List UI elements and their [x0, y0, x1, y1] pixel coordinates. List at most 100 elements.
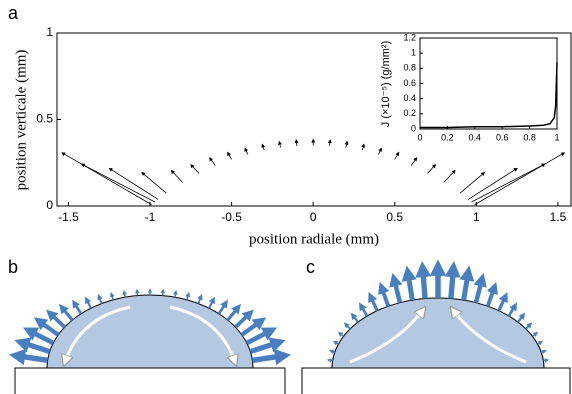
- panel-label: a: [8, 3, 19, 23]
- flux-arrow: [109, 291, 115, 301]
- flux-arrow: [485, 281, 498, 307]
- arrow: [244, 147, 249, 155]
- flux-arrow: [350, 312, 359, 323]
- flux-arrow: [358, 302, 369, 317]
- arrow: [467, 167, 518, 200]
- flux-arrow: [46, 309, 66, 329]
- flux-arrow: [415, 261, 432, 299]
- arrow: [459, 171, 486, 194]
- flux-arrow: [343, 322, 351, 330]
- x-tick-label: -1: [145, 210, 156, 224]
- inset-y-label: J (×10⁻⁵) (g/mm²): [380, 41, 392, 127]
- flow-arrow: [65, 305, 131, 362]
- flux-arrow: [185, 291, 191, 301]
- flux-arrow: [329, 349, 335, 354]
- substrate: [14, 367, 286, 394]
- arrow: [141, 171, 167, 194]
- flux-arrow: [473, 272, 487, 304]
- substrate: [301, 367, 571, 394]
- flux-arrow: [217, 299, 228, 315]
- x-axis-label: position radiale (mm): [249, 231, 379, 247]
- flux-arrow: [33, 317, 60, 337]
- x-tick-label: 0: [417, 132, 422, 142]
- x-tick-label: 0.4: [469, 132, 482, 142]
- arrow: [471, 163, 546, 203]
- arrow: [209, 157, 216, 166]
- x-tick-label: 0.2: [441, 132, 454, 142]
- arrow: [474, 152, 566, 205]
- flux-arrow: [14, 337, 51, 355]
- droplet: [46, 294, 254, 369]
- flux-arrow: [459, 265, 475, 301]
- arrow: [170, 169, 183, 183]
- y-tick-label: 0.5: [36, 112, 53, 126]
- flow-arrow: [349, 310, 423, 364]
- arrow: [190, 164, 200, 174]
- flux-arrow: [59, 303, 74, 322]
- y-tick-label: 1: [46, 25, 53, 39]
- x-tick-label: 1: [473, 210, 480, 224]
- flux-arrow: [517, 312, 526, 323]
- panel-label: c: [306, 257, 315, 277]
- flux-arrow: [249, 337, 286, 355]
- flux-arrow: [208, 296, 215, 309]
- x-tick-label: 0.8: [523, 132, 536, 142]
- x-tick-label: 1: [554, 132, 559, 142]
- flux-arrow: [543, 358, 550, 363]
- flux-arrow: [444, 261, 461, 299]
- flux-arrow: [332, 341, 339, 346]
- flux-arrow: [537, 341, 544, 346]
- flux-arrow: [326, 358, 333, 363]
- y-tick-label: 0.2: [403, 108, 416, 118]
- x-tick-label: 0.5: [386, 210, 403, 224]
- arrow: [80, 163, 156, 203]
- arrow: [443, 169, 456, 183]
- arrow: [410, 157, 418, 166]
- y-tick-label: 0: [46, 198, 53, 212]
- flux-arrow: [378, 281, 391, 307]
- flux-arrow: [226, 303, 241, 322]
- flux-arrow: [197, 294, 203, 304]
- flux-arrow: [401, 265, 417, 301]
- flux-arrow: [234, 309, 254, 329]
- x-tick-label: 0.6: [496, 132, 509, 142]
- arrow: [261, 143, 266, 151]
- flux-arrow: [245, 327, 278, 346]
- arrow: [427, 164, 437, 174]
- flux-arrow: [22, 327, 55, 346]
- y-tick-label: 0.6: [403, 78, 416, 88]
- flux-arrow: [122, 290, 127, 298]
- y-tick-label: 1: [411, 48, 416, 58]
- arrow: [227, 151, 232, 160]
- arrow: [327, 139, 332, 147]
- arrow: [108, 167, 159, 200]
- arrow: [344, 140, 349, 148]
- arrow: [361, 143, 366, 151]
- panel-label: b: [8, 257, 18, 277]
- x-tick-label: -0.5: [221, 210, 242, 224]
- inset-bg: [420, 38, 557, 129]
- x-tick-label: 0: [310, 210, 317, 224]
- flux-arrow: [531, 331, 539, 337]
- flux-arrow: [541, 349, 547, 354]
- flux-arrow: [525, 322, 533, 330]
- y-tick-label: 0.8: [403, 63, 416, 73]
- flux-arrow: [72, 299, 83, 315]
- arrow: [277, 140, 282, 148]
- y-tick-label: 1.2: [403, 32, 416, 42]
- flux-arrow: [97, 294, 103, 304]
- y-axis-label: position verticale (mm): [13, 50, 29, 191]
- flux-arrow: [173, 290, 178, 298]
- x-tick-label: -1.5: [58, 210, 79, 224]
- data-line: [420, 62, 558, 129]
- flux-arrow: [240, 317, 267, 337]
- flux-arrow: [497, 291, 508, 312]
- flux-arrow: [368, 291, 379, 312]
- x-tick-label: 1.5: [550, 210, 567, 224]
- flux-arrow: [252, 348, 292, 366]
- flux-arrow: [85, 296, 92, 309]
- flow-arrow: [169, 305, 235, 362]
- y-tick-label: 0: [411, 123, 416, 133]
- y-tick-label: 0.4: [403, 93, 416, 103]
